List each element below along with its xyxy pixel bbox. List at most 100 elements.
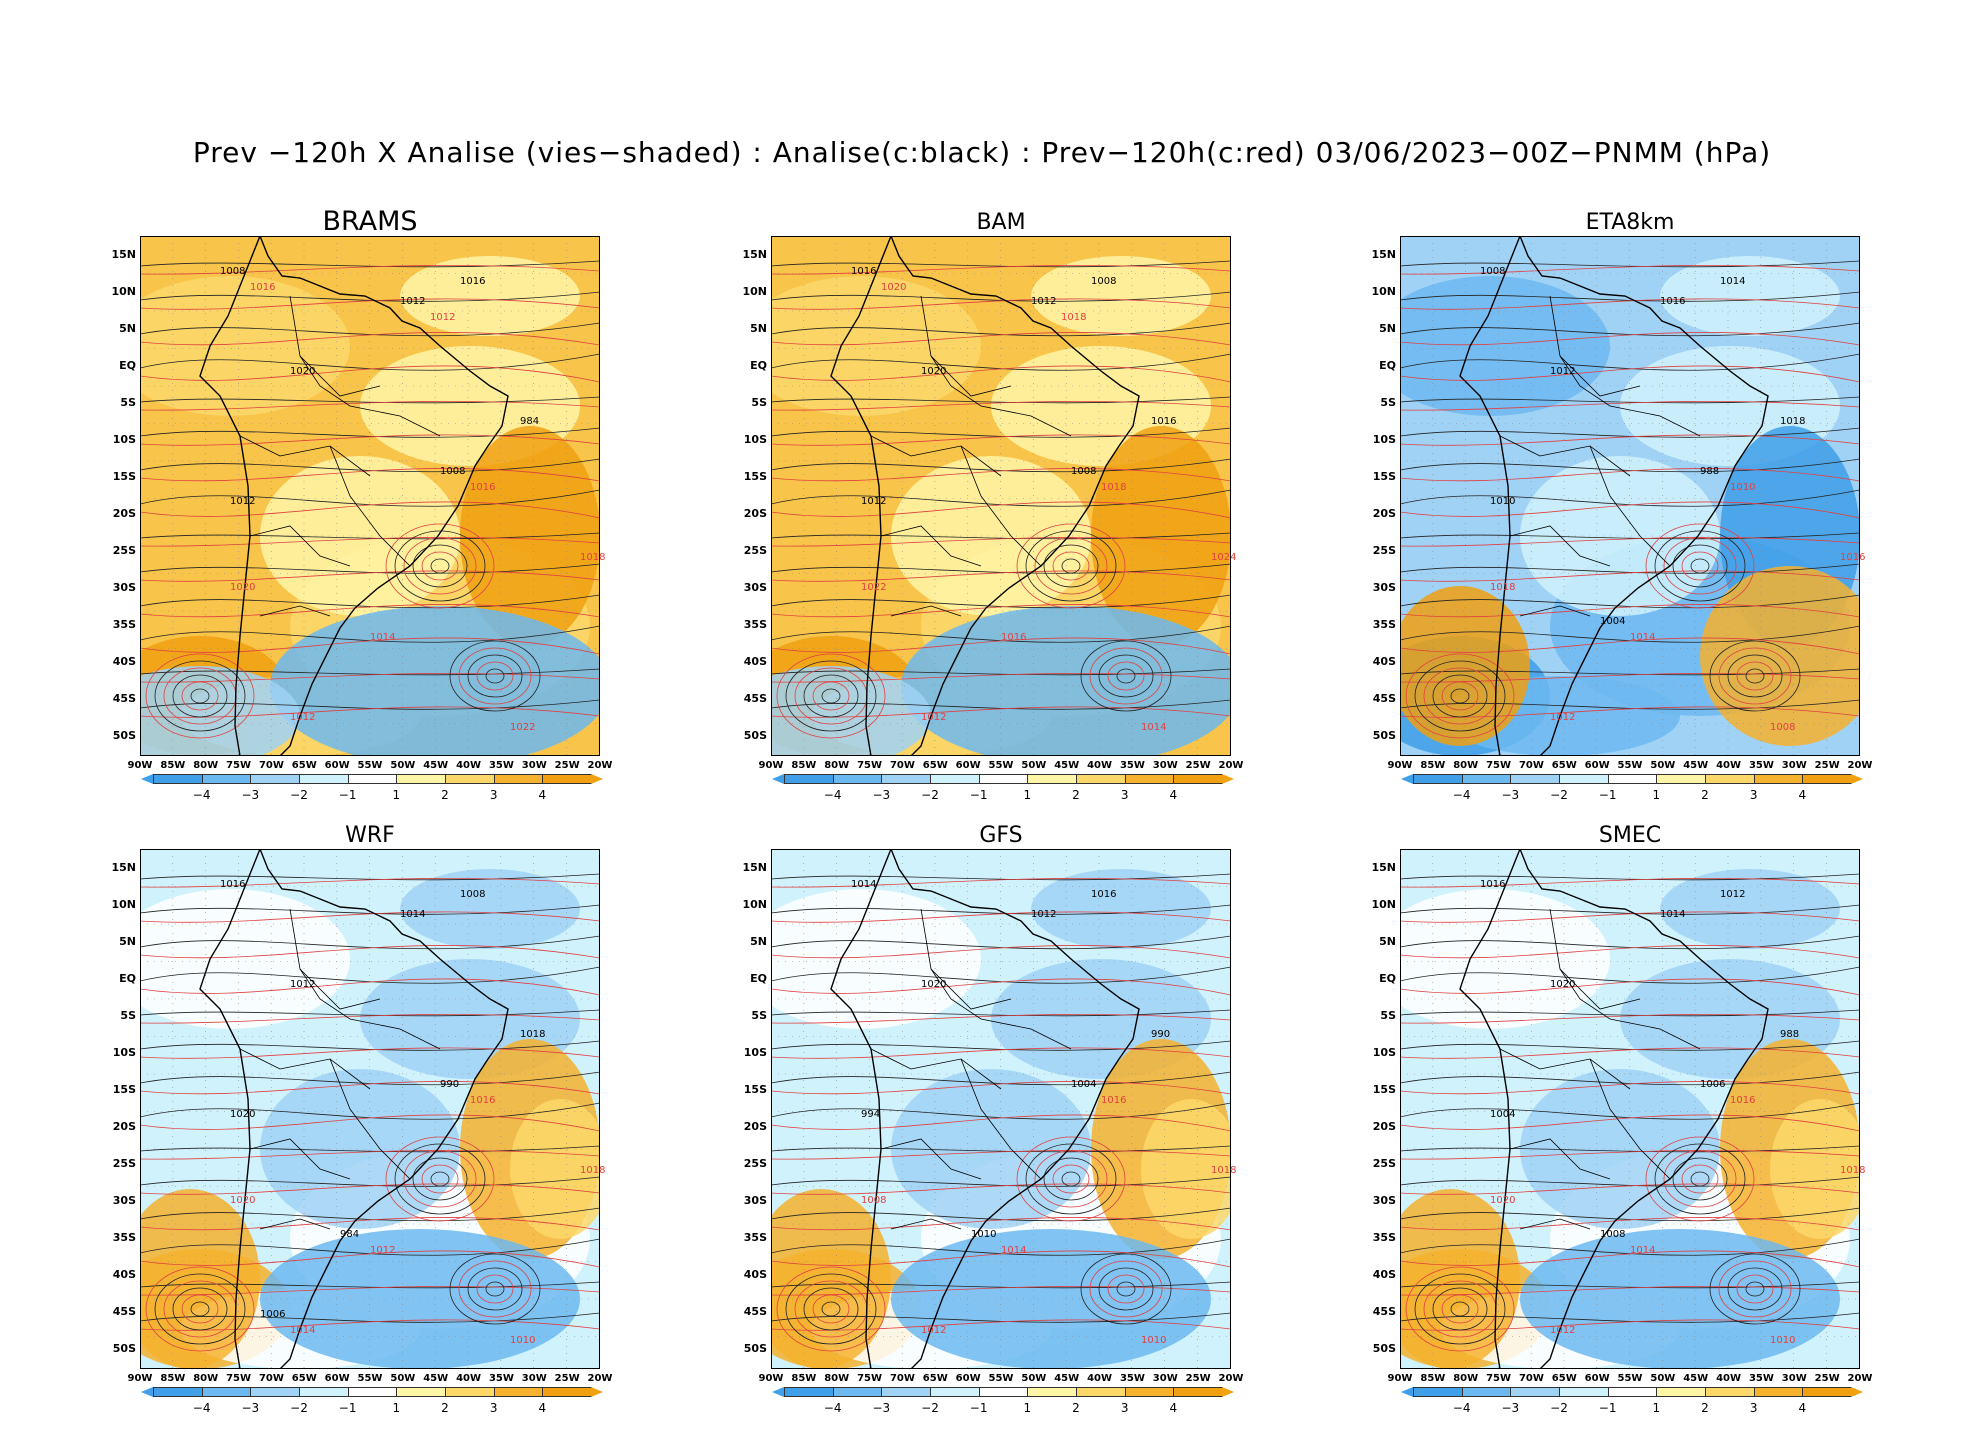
colorbar-label: 2 xyxy=(1072,788,1080,802)
lat-tick-label: 10S xyxy=(112,1046,136,1059)
isobar-closed-system xyxy=(1089,1260,1163,1318)
isobar-analysis xyxy=(771,291,1231,302)
colorbar-arrow-left xyxy=(141,1387,153,1397)
lon-tick-label: 45W xyxy=(1683,1373,1709,1384)
isobar-closed-system xyxy=(1645,523,1755,609)
lon-tick-label: 90W xyxy=(758,1373,784,1384)
isobar-label-forecast: 1016 xyxy=(1840,552,1866,563)
map-canvas xyxy=(1400,849,1860,1369)
lon-tick-label: 70W xyxy=(1518,760,1544,771)
lon-tick-label: 30W xyxy=(1781,1373,1807,1384)
isobar-analysis xyxy=(140,427,600,438)
colorbar-label: −2 xyxy=(290,788,308,802)
isobar-analysis xyxy=(1400,1102,1860,1120)
lon-tick-label: 35W xyxy=(488,760,514,771)
isobar-label-analysis: 1004 xyxy=(1490,1109,1516,1120)
colorbar-label: 1 xyxy=(1652,788,1661,802)
colorbar-segment xyxy=(832,774,883,784)
isobar-label-forecast: 1012 xyxy=(921,712,947,723)
isobar-closed-system xyxy=(403,537,477,595)
colorbar-segment xyxy=(1461,774,1512,784)
isobar-analysis xyxy=(140,563,600,574)
country-border xyxy=(259,605,331,617)
isobar-closed-system xyxy=(1441,681,1479,711)
isobar-forecast xyxy=(1400,1081,1860,1095)
colorbar-segment xyxy=(1656,774,1706,784)
isobar-closed-system xyxy=(1690,1171,1710,1187)
colorbar-label: 1 xyxy=(1652,1401,1661,1415)
lon-tick-label: 75W xyxy=(226,1373,252,1384)
colorbar-segment xyxy=(1413,774,1463,784)
colorbar-segment xyxy=(445,774,495,784)
isobar-closed-system xyxy=(190,1301,210,1317)
isobar-label-analysis: 1012 xyxy=(1031,909,1057,920)
isobar-closed-system xyxy=(181,681,219,711)
lon-tick-label: 90W xyxy=(1387,760,1413,771)
colorbar-label: −4 xyxy=(823,788,842,802)
isobar-forecast xyxy=(1400,1285,1860,1296)
lon-tick-label: 85W xyxy=(1420,1373,1446,1384)
isobar-analysis xyxy=(771,563,1231,574)
isobar-label-forecast: 1016 xyxy=(470,1095,496,1106)
map-canvas xyxy=(771,849,1231,1369)
lat-tick-label: 50S xyxy=(112,729,136,742)
isobar-forecast xyxy=(771,1013,1231,1024)
isobar-analysis xyxy=(771,1102,1231,1120)
colorbar: −4 −3 −2 −1 1 2 3 4 xyxy=(1401,1387,1863,1415)
coastline xyxy=(199,849,509,1369)
colorbar-segment xyxy=(396,1387,446,1397)
colorbar-label: 2 xyxy=(441,1401,449,1415)
lat-tick-label: 30S xyxy=(112,581,136,594)
isobar-forecast xyxy=(140,1013,600,1024)
isobar-analysis xyxy=(1400,1207,1860,1222)
lat-tick-label: 15S xyxy=(112,1083,136,1096)
country-border xyxy=(259,1218,331,1230)
lon-tick-label: 80W xyxy=(1453,760,1479,771)
lat-tick-label: 15N xyxy=(742,248,767,261)
lat-tick-label: EQ xyxy=(1379,972,1396,985)
coastline xyxy=(830,236,1140,756)
country-border xyxy=(1499,435,1631,477)
isobar-closed-system xyxy=(1080,640,1172,712)
lat-tick-label: EQ xyxy=(1379,359,1396,372)
isobar-analysis xyxy=(140,396,600,404)
isobar-label-analysis: 994 xyxy=(861,1109,881,1120)
colorbar: −4 −3 −2 −1 1 2 3 4 xyxy=(772,774,1234,802)
country-border xyxy=(249,525,351,567)
lat-tick-label: 10S xyxy=(743,433,767,446)
lat-tick-label: 50S xyxy=(112,1342,136,1355)
colorbar-segment xyxy=(1461,1387,1512,1397)
lat-tick-label: EQ xyxy=(750,359,767,372)
isobar-analysis xyxy=(1400,489,1860,507)
lon-tick-label: 35W xyxy=(1119,760,1145,771)
isobar-closed-system xyxy=(1043,1157,1099,1201)
lon-tick-label: 65W xyxy=(922,1373,948,1384)
country-border xyxy=(920,908,1012,1010)
isobar-label-analysis: 1012 xyxy=(230,496,256,507)
colorbar-label: 1 xyxy=(1023,1401,1032,1415)
colorbar-label: −1 xyxy=(338,788,357,802)
lat-tick-label: 5S xyxy=(1380,1009,1396,1022)
colorbar-segment xyxy=(1559,774,1609,784)
colorbar-arrow-left xyxy=(1401,774,1413,784)
colorbar-segment xyxy=(396,774,446,784)
isobar-analysis xyxy=(771,353,1231,371)
isobar-label-forecast: 1012 xyxy=(370,1245,396,1256)
isobar-label-analysis: 1012 xyxy=(1031,296,1057,307)
isobar-closed-system xyxy=(1061,1171,1081,1187)
bias-shading-region xyxy=(771,666,931,756)
colorbar-label: −4 xyxy=(1452,788,1471,802)
isobar-analysis xyxy=(1400,1176,1860,1187)
lat-tick-label: 40S xyxy=(743,1268,767,1281)
lon-tick-label: 65W xyxy=(291,760,317,771)
lat-tick-label: 15S xyxy=(112,470,136,483)
colorbar-label: −3 xyxy=(872,1401,891,1415)
isobar-label-analysis: 1016 xyxy=(220,879,246,890)
lat-tick-label: 35S xyxy=(743,618,767,631)
isobar-closed-system xyxy=(776,1266,886,1352)
isobar-label-forecast: 1008 xyxy=(861,1195,887,1206)
isobar-closed-system xyxy=(1672,1157,1728,1201)
isobar-label-forecast: 1018 xyxy=(580,1165,606,1176)
isobar-closed-system xyxy=(1116,668,1136,684)
isobar-forecast xyxy=(771,945,1231,959)
